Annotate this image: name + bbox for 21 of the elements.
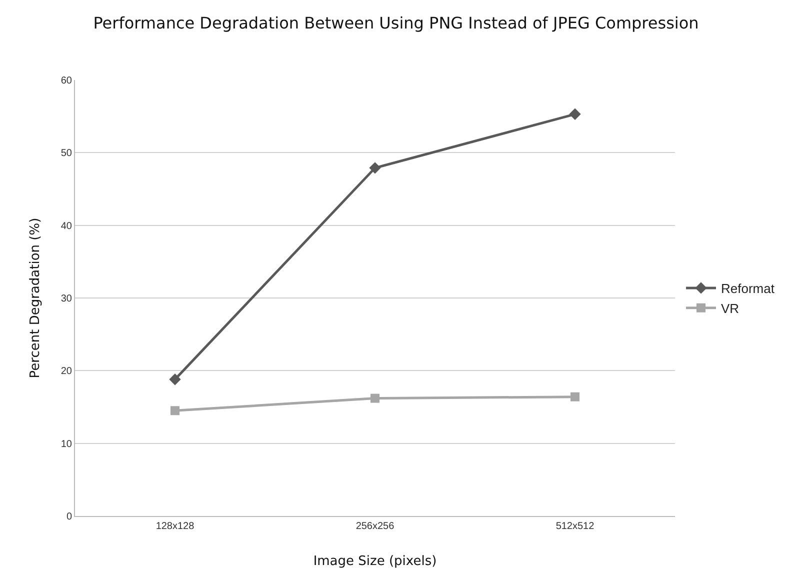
x-tick-label: 512x512 (556, 521, 595, 532)
point (369, 162, 381, 174)
legend-label: VR (721, 300, 740, 316)
y-tick-label: 50 (60, 148, 72, 160)
y-axis-title: Percent Degradation (%) (28, 218, 43, 378)
y-tick-label: 10 (60, 438, 72, 450)
y-tick-label: 60 (60, 76, 72, 86)
chart-title: Performance Degradation Between Using PNG Instead of JPEG Compression (93, 13, 699, 32)
x-tick-label: 256x256 (356, 521, 395, 532)
y-tick-label: 30 (60, 294, 72, 304)
x-axis-title: Image Size (pixels) (313, 554, 437, 569)
point (170, 406, 180, 416)
legend-label: Reformat (721, 281, 775, 296)
y-tick-label: 40 (60, 220, 72, 232)
y-tick-label: 20 (60, 366, 72, 378)
point (169, 374, 181, 386)
point (569, 108, 581, 120)
y-tick-label: 0 (66, 512, 72, 522)
point (570, 392, 580, 402)
x-tick-label: 128x128 (156, 521, 195, 532)
point (370, 394, 380, 403)
